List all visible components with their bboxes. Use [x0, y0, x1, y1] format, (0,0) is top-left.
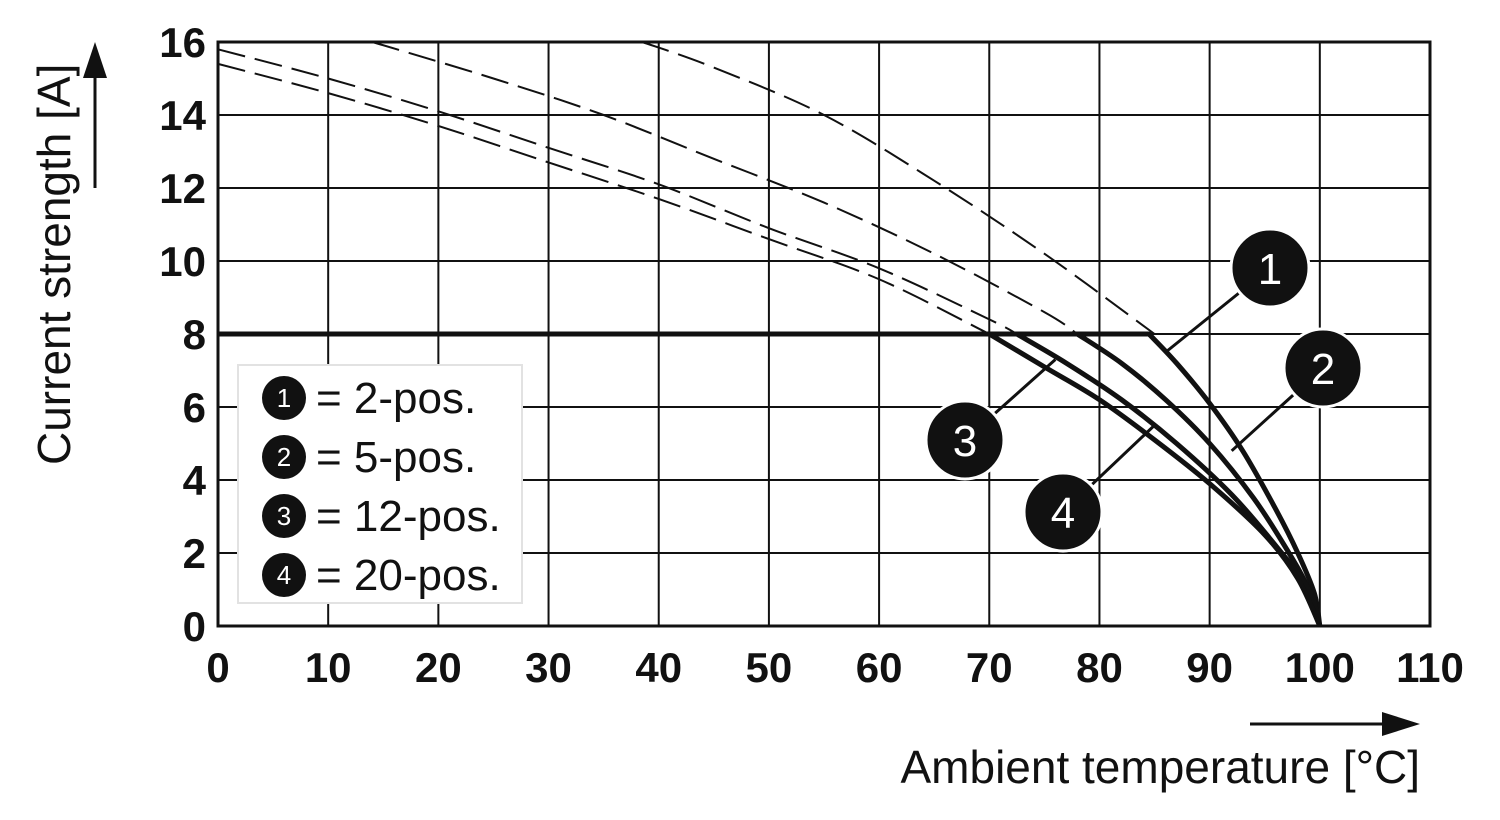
x-tick-label-3: 30	[525, 644, 572, 691]
y-tick-label-7: 14	[159, 92, 206, 139]
limit-curve-1	[641, 41, 1156, 335]
marker-label-1: 1	[1258, 245, 1282, 294]
x-tick-label-8: 80	[1076, 644, 1123, 691]
legend-badge-2	[262, 435, 306, 479]
legend-label-2: = 5-pos.	[316, 433, 476, 482]
y-tick-label-6: 12	[159, 165, 206, 212]
x-axis-title: Ambient temperature [°C]	[901, 712, 1421, 793]
x-tick-label-10: 100	[1285, 644, 1355, 691]
x-tick-label-1: 10	[305, 644, 352, 691]
y-tick-label-2: 4	[183, 457, 207, 504]
legend: 1 = 2-pos. 2 = 5-pos. 3 = 12-pos. 4 = 20-pos.	[237, 364, 523, 604]
y-tick-label-0: 0	[183, 603, 206, 650]
curve-markers: 1 2 3 4	[924, 227, 1364, 553]
legend-label-1: = 2-pos.	[316, 374, 476, 423]
y-tick-label-8: 16	[159, 19, 206, 66]
derating-curve-1	[218, 331, 1323, 627]
limit-curve-3	[217, 48, 1018, 335]
x-axis-arrow-head	[1382, 712, 1420, 736]
marker-circle-4	[1022, 471, 1104, 553]
x-tick-label-7: 70	[966, 644, 1013, 691]
legend-badge-4	[262, 553, 306, 597]
derating-curve-4	[218, 331, 1323, 628]
y-axis-label: Current strength [A]	[28, 64, 80, 465]
marker-circle-3	[924, 399, 1006, 481]
marker-label-3: 3	[953, 417, 977, 466]
x-tick-label-5: 50	[746, 644, 793, 691]
y-tick-label-1: 2	[183, 530, 206, 577]
x-tick-label-4: 40	[635, 644, 682, 691]
marker-label-4: 4	[1051, 489, 1075, 538]
legend-badge-3	[262, 494, 306, 538]
x-tick-label-9: 90	[1186, 644, 1233, 691]
limit-curve-4	[217, 62, 990, 335]
legend-badge-label-3: 3	[277, 501, 291, 531]
y-tick-label-5: 10	[159, 238, 206, 285]
x-tick-label-2: 20	[415, 644, 462, 691]
x-tick-label-11: 110	[1396, 644, 1464, 691]
limit-curves	[217, 41, 1156, 335]
marker-circle-2	[1282, 327, 1364, 409]
legend-label-3: = 12-pos.	[316, 492, 501, 541]
legend-badge-label-4: 4	[277, 560, 291, 590]
legend-badge-1	[262, 376, 306, 420]
marker-circle-1	[1229, 227, 1311, 309]
marker-label-2: 2	[1311, 345, 1335, 394]
limit-curve-2	[371, 41, 1078, 335]
legend-badge-label-2: 2	[277, 442, 291, 472]
y-tick-label-3: 6	[183, 384, 206, 431]
y-tick-label-4: 8	[183, 311, 206, 358]
derating-curve-3	[218, 331, 1323, 627]
x-tick-label-6: 60	[856, 644, 903, 691]
y-axis-arrow-head	[83, 42, 107, 78]
derating-curves	[218, 331, 1323, 628]
y-axis-title: Current strength [A]	[28, 42, 107, 465]
x-axis-label: Ambient temperature [°C]	[901, 741, 1421, 793]
x-tick-label-0: 0	[206, 644, 229, 691]
legend-label-4: = 20-pos.	[316, 551, 501, 600]
legend-badge-label-1: 1	[277, 383, 291, 413]
